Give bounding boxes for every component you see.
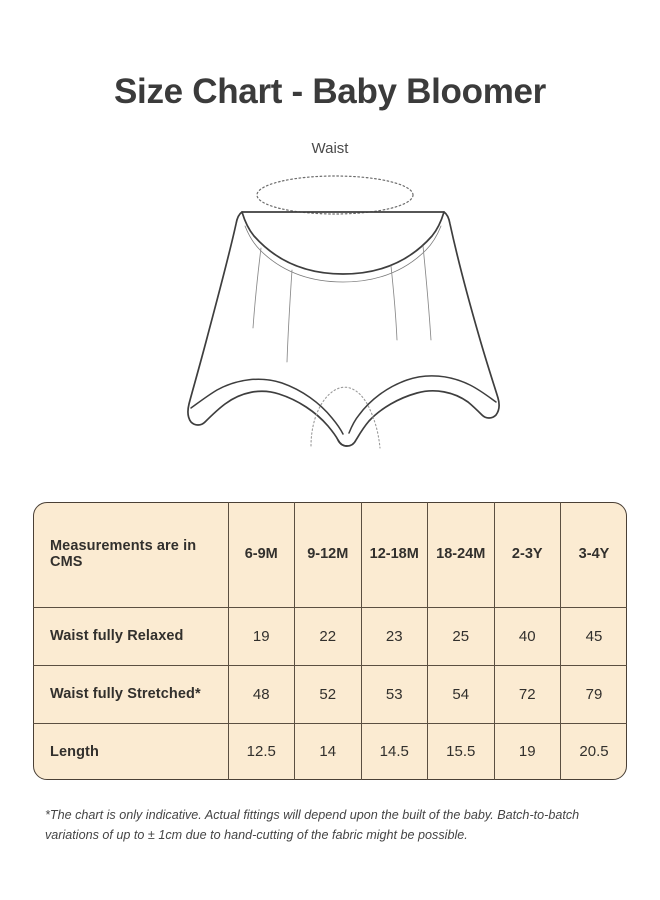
cell-r0-c0: 19 [227,606,295,666]
measurement-label-1: Waist fully Stretched* [33,664,229,724]
crotch-gusset-dotted [310,386,381,449]
size-header-3: 18-24M [427,502,495,608]
crotch-scallop-edge [337,439,348,447]
cell-r1-c1: 52 [294,664,362,724]
measurement-label-0: Waist fully Relaxed [33,606,229,666]
left-leg-hem-band [190,378,344,435]
cell-r2-c2: 14.5 [360,722,428,780]
table-corner-label: Measurements are in CMS [33,502,229,608]
baby-bloomer-illustration [165,160,505,490]
size-header-4: 2-3Y [493,502,561,608]
size-chart-table: Measurements are in CMS 6-9M 9-12M 12-18… [33,502,627,780]
cell-r1-c5: 79 [560,664,627,724]
size-header-1: 9-12M [294,502,362,608]
cell-r1-c3: 54 [427,664,495,724]
gather-line-2 [286,269,293,363]
cell-r1-c4: 72 [493,664,561,724]
cell-r2-c3: 15.5 [427,722,495,780]
measurement-label-2: Length [33,722,229,780]
disclaimer-footnote: *The chart is only indicative. Actual fi… [45,808,580,842]
table-row: Waist fully Stretched* 48 52 53 54 72 79 [33,664,627,724]
cell-r2-c4: 19 [493,722,561,780]
table-row: Waist fully Relaxed 19 22 23 25 40 45 [33,606,627,666]
waistband-seam-line [244,225,442,283]
cell-r0-c3: 25 [427,606,495,666]
cell-r2-c5: 20.5 [560,722,627,780]
cell-r0-c5: 45 [560,606,627,666]
cell-r1-c0: 48 [227,664,295,724]
waist-dotted-ellipse [256,175,414,215]
size-header-5: 3-4Y [560,502,627,608]
right-leg-hem-band [348,375,497,434]
waistband-inner-curve [241,211,445,275]
gather-line-4 [422,245,432,341]
page-title: Size Chart - Baby Bloomer [113,72,547,111]
cell-r0-c1: 22 [294,606,362,666]
table-row: Length 12.5 14 14.5 15.5 19 20.5 [33,722,627,780]
bloomer-body-outline [187,211,500,447]
gather-line-1 [252,247,262,329]
size-header-2: 12-18M [360,502,428,608]
cell-r2-c1: 14 [294,722,362,780]
size-header-0: 6-9M [227,502,295,608]
table-header-row: Measurements are in CMS 6-9M 9-12M 12-18… [33,502,627,608]
waist-measurement-label: Waist [311,140,349,157]
size-chart-table-container: Measurements are in CMS 6-9M 9-12M 12-18… [33,502,627,780]
cell-r0-c4: 40 [493,606,561,666]
gather-line-3 [390,265,398,341]
cell-r2-c0: 12.5 [227,722,295,780]
cell-r1-c2: 53 [360,664,428,724]
cell-r0-c2: 23 [360,606,428,666]
